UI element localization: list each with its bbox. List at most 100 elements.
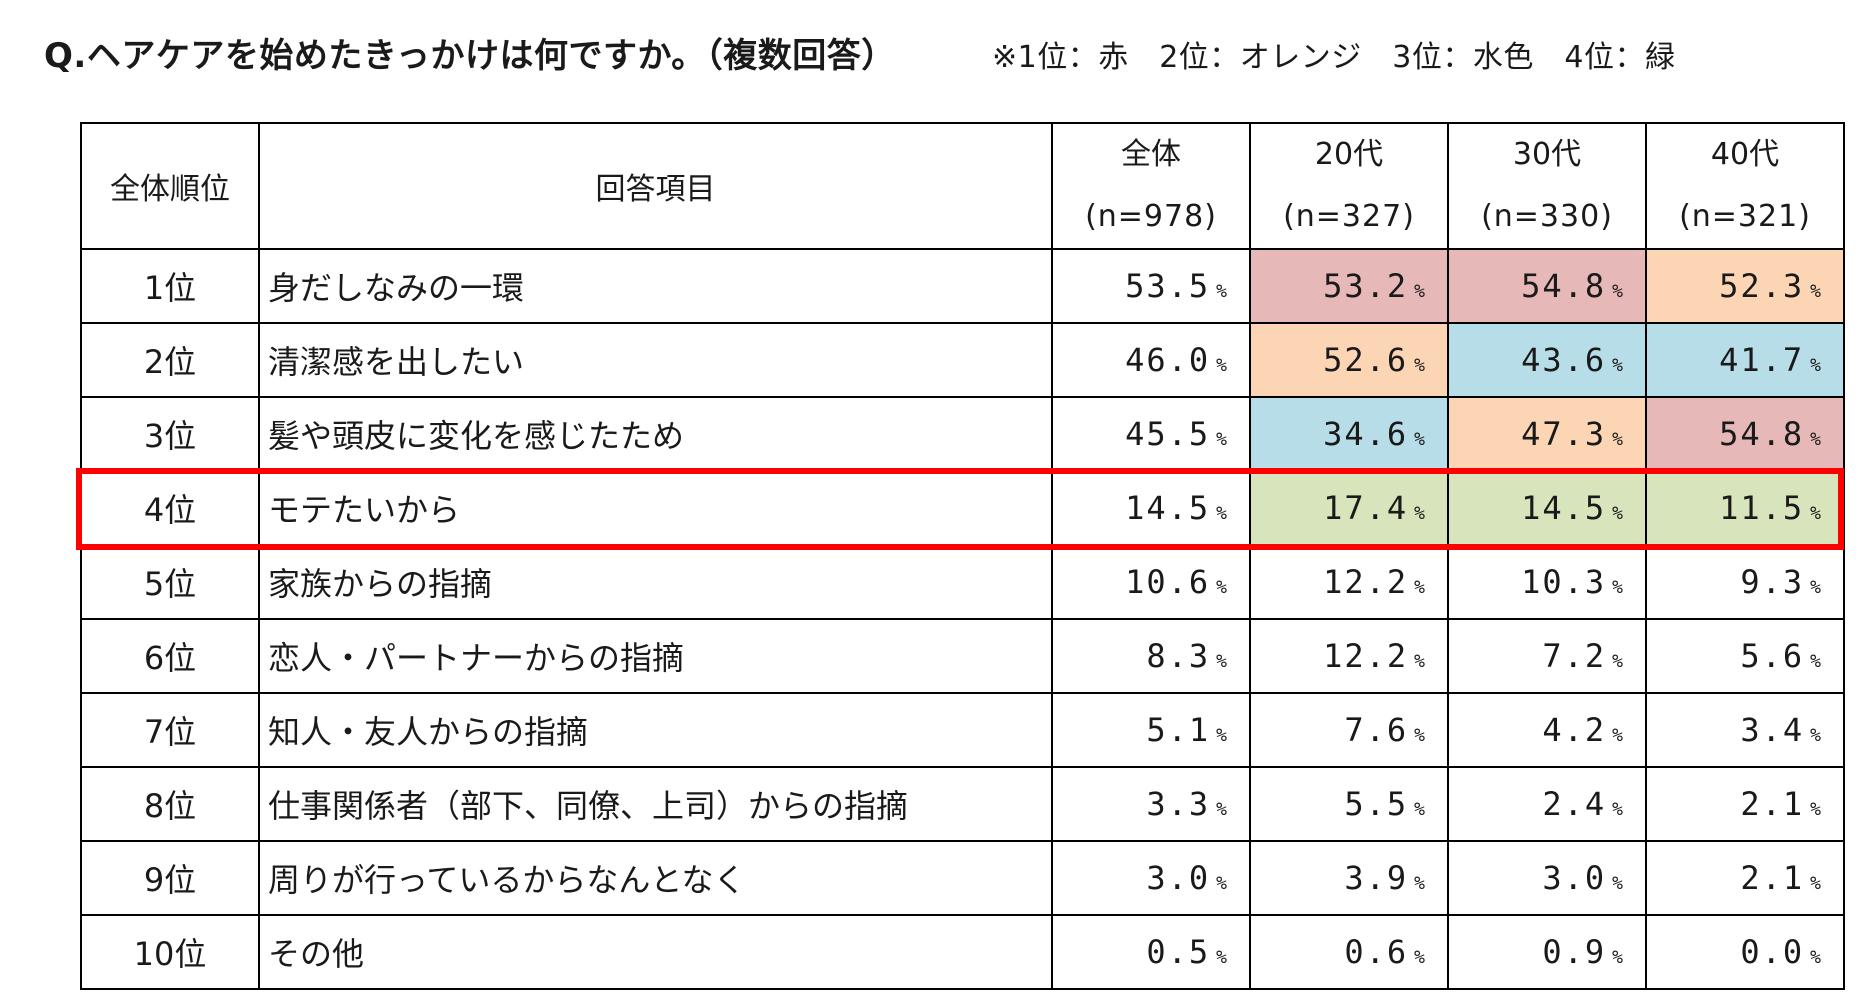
value-number: 10.3 bbox=[1521, 563, 1607, 601]
answer-item-cell: 仕事関係者（部下、同僚、上司）からの指摘 bbox=[258, 766, 1053, 842]
value-cell-20s: 53.2% bbox=[1249, 248, 1449, 324]
value-cell-20s: 0.6% bbox=[1249, 914, 1449, 990]
value-cell-40s: 54.8% bbox=[1645, 396, 1845, 472]
value-cell-total: 45.5% bbox=[1051, 396, 1251, 472]
value-number: 7.2 bbox=[1542, 637, 1607, 675]
value-number: 54.8 bbox=[1521, 267, 1607, 305]
value-number: 47.3 bbox=[1521, 415, 1607, 453]
value-cell-total: 5.1% bbox=[1051, 692, 1251, 768]
value-cell-40s: 0.0% bbox=[1645, 914, 1845, 990]
value-number: 0.6 bbox=[1344, 933, 1409, 971]
rank-cell: 7位 bbox=[80, 692, 260, 768]
percent-unit: % bbox=[1216, 503, 1227, 524]
rank-cell: 9位 bbox=[80, 840, 260, 916]
value-cell-40s: 52.3% bbox=[1645, 248, 1845, 324]
percent-unit: % bbox=[1414, 651, 1425, 672]
value-number: 0.5 bbox=[1146, 933, 1211, 971]
header-30s-n: (n=330) bbox=[1481, 199, 1613, 234]
value-number: 14.5 bbox=[1521, 489, 1607, 527]
value-cell-40s: 41.7% bbox=[1645, 322, 1845, 398]
value-cell-20s: 5.5% bbox=[1249, 766, 1449, 842]
percent-unit: % bbox=[1810, 651, 1821, 672]
value-number: 43.6 bbox=[1521, 341, 1607, 379]
value-cell-total: 10.6% bbox=[1051, 544, 1251, 620]
value-cell-20s: 17.4% bbox=[1249, 470, 1449, 546]
header-total-n: (n=978) bbox=[1085, 199, 1217, 234]
answer-item-cell: その他 bbox=[258, 914, 1053, 990]
answer-item-cell: 周りが行っているからなんとなく bbox=[258, 840, 1053, 916]
percent-unit: % bbox=[1414, 873, 1425, 894]
percent-unit: % bbox=[1216, 355, 1227, 376]
percent-unit: % bbox=[1810, 355, 1821, 376]
percent-unit: % bbox=[1216, 873, 1227, 894]
value-number: 17.4 bbox=[1323, 489, 1409, 527]
header: Q.ヘアケアを始めたきっかけは何ですか。（複数回答） ※1位：赤 2位：オレンジ… bbox=[44, 28, 1844, 88]
value-cell-20s: 12.2% bbox=[1249, 544, 1449, 620]
header-item: 回答項目 bbox=[258, 122, 1053, 250]
value-number: 52.6 bbox=[1323, 341, 1409, 379]
value-cell-20s: 52.6% bbox=[1249, 322, 1449, 398]
header-30s: 30代 (n=330) bbox=[1447, 122, 1647, 250]
value-number: 10.6 bbox=[1125, 563, 1211, 601]
answer-item-cell: モテたいから bbox=[258, 470, 1053, 546]
value-number: 53.2 bbox=[1323, 267, 1409, 305]
value-cell-total: 0.5% bbox=[1051, 914, 1251, 990]
value-cell-total: 3.3% bbox=[1051, 766, 1251, 842]
value-cell-30s: 14.5% bbox=[1447, 470, 1647, 546]
table-row: 4位 モテたいから 14.5% 17.4% 14.5% 11.5% bbox=[80, 470, 1845, 546]
header-40s: 40代 (n=321) bbox=[1645, 122, 1845, 250]
value-number: 2.1 bbox=[1740, 859, 1805, 897]
percent-unit: % bbox=[1810, 577, 1821, 598]
header-20s-label: 20代 bbox=[1314, 137, 1384, 172]
percent-unit: % bbox=[1414, 947, 1425, 968]
value-number: 4.2 bbox=[1542, 711, 1607, 749]
value-number: 8.3 bbox=[1146, 637, 1211, 675]
percent-unit: % bbox=[1810, 725, 1821, 746]
answer-item-cell: 恋人・パートナーからの指摘 bbox=[258, 618, 1053, 694]
value-cell-total: 53.5% bbox=[1051, 248, 1251, 324]
value-number: 5.6 bbox=[1740, 637, 1805, 675]
rank-cell: 6位 bbox=[80, 618, 260, 694]
value-cell-total: 8.3% bbox=[1051, 618, 1251, 694]
answer-item-cell: 髪や頭皮に変化を感じたため bbox=[258, 396, 1053, 472]
table-header-row: 全体順位 回答項目 全体 (n=978) 20代 (n=327) 30代 (n=… bbox=[80, 122, 1845, 250]
percent-unit: % bbox=[1810, 429, 1821, 450]
rank-cell: 8位 bbox=[80, 766, 260, 842]
value-cell-total: 14.5% bbox=[1051, 470, 1251, 546]
table-row: 7位 知人・友人からの指摘 5.1% 7.6% 4.2% 3.4% bbox=[80, 692, 1845, 768]
percent-unit: % bbox=[1216, 429, 1227, 450]
percent-unit: % bbox=[1810, 503, 1821, 524]
table-row: 10位 その他 0.5% 0.6% 0.9% 0.0% bbox=[80, 914, 1845, 990]
value-cell-30s: 3.0% bbox=[1447, 840, 1647, 916]
value-number: 53.5 bbox=[1125, 267, 1211, 305]
table-row: 2位 清潔感を出したい 46.0% 52.6% 43.6% 41.7% bbox=[80, 322, 1845, 398]
value-cell-40s: 2.1% bbox=[1645, 766, 1845, 842]
percent-unit: % bbox=[1810, 873, 1821, 894]
value-number: 3.9 bbox=[1344, 859, 1409, 897]
answer-item-cell: 清潔感を出したい bbox=[258, 322, 1053, 398]
rank-cell: 4位 bbox=[80, 470, 260, 546]
value-number: 34.6 bbox=[1323, 415, 1409, 453]
value-number: 2.1 bbox=[1740, 785, 1805, 823]
rank-cell: 1位 bbox=[80, 248, 260, 324]
percent-unit: % bbox=[1414, 503, 1425, 524]
value-cell-40s: 9.3% bbox=[1645, 544, 1845, 620]
value-number: 41.7 bbox=[1719, 341, 1805, 379]
rank-cell: 5位 bbox=[80, 544, 260, 620]
value-number: 3.0 bbox=[1542, 859, 1607, 897]
header-20s: 20代 (n=327) bbox=[1249, 122, 1449, 250]
value-number: 0.0 bbox=[1740, 933, 1805, 971]
table-row: 9位 周りが行っているからなんとなく 3.0% 3.9% 3.0% 2.1% bbox=[80, 840, 1845, 916]
table-row: 8位 仕事関係者（部下、同僚、上司）からの指摘 3.3% 5.5% 2.4% 2.1% bbox=[80, 766, 1845, 842]
percent-unit: % bbox=[1414, 725, 1425, 746]
value-number: 2.4 bbox=[1542, 785, 1607, 823]
value-number: 46.0 bbox=[1125, 341, 1211, 379]
percent-unit: % bbox=[1612, 355, 1623, 376]
value-cell-30s: 43.6% bbox=[1447, 322, 1647, 398]
table-row: 1位 身だしなみの一環 53.5% 53.2% 54.8% 52.3% bbox=[80, 248, 1845, 324]
percent-unit: % bbox=[1612, 577, 1623, 598]
survey-table: 全体順位 回答項目 全体 (n=978) 20代 (n=327) 30代 (n=… bbox=[80, 122, 1845, 990]
answer-item-cell: 知人・友人からの指摘 bbox=[258, 692, 1053, 768]
value-cell-30s: 54.8% bbox=[1447, 248, 1647, 324]
percent-unit: % bbox=[1216, 577, 1227, 598]
